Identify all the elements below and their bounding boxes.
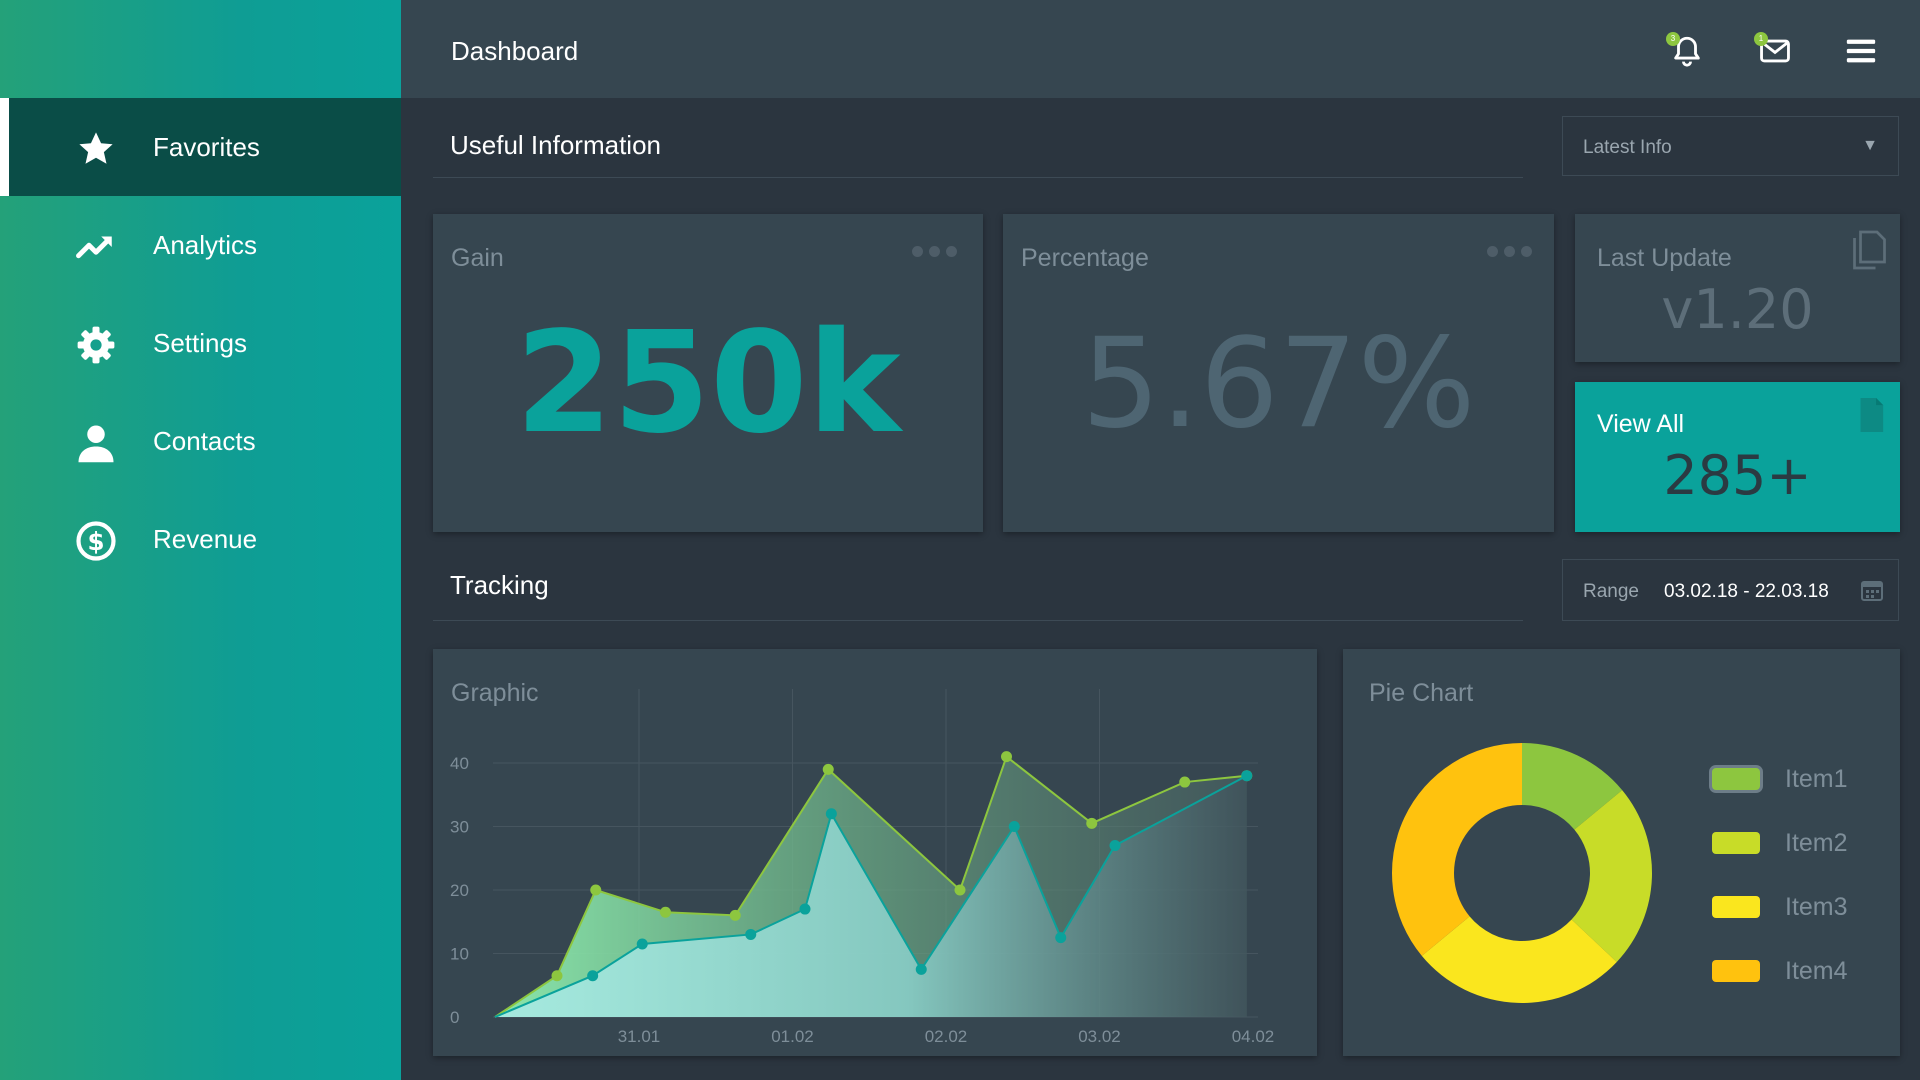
pie-slice bbox=[1571, 790, 1652, 962]
sidebar-item-label: Analytics bbox=[153, 229, 258, 260]
mail-icon[interactable] bbox=[1758, 34, 1792, 68]
y-tick-label: 0 bbox=[450, 1008, 459, 1027]
y-tick-label: 40 bbox=[450, 754, 469, 773]
data-point bbox=[822, 763, 834, 775]
page-title: Dashboard bbox=[451, 36, 579, 66]
data-point bbox=[745, 928, 757, 940]
data-point bbox=[551, 970, 563, 982]
view-all-value: 285+ bbox=[1663, 444, 1812, 507]
gain-card: Gain 250k bbox=[433, 214, 983, 532]
top-bar: Dashboard 3 1 bbox=[401, 0, 1920, 98]
gear-icon bbox=[77, 326, 115, 364]
y-tick-label: 20 bbox=[450, 881, 469, 900]
sidebar-item-label: Settings bbox=[153, 327, 247, 358]
trending-up-icon bbox=[76, 236, 112, 259]
sidebar-item-revenue[interactable]: $ Revenue bbox=[0, 490, 401, 588]
data-point bbox=[590, 884, 602, 896]
data-point bbox=[825, 808, 837, 820]
bell-icon[interactable] bbox=[1670, 34, 1704, 68]
x-tick-label: 01.02 bbox=[771, 1027, 814, 1046]
graphic-card-title: Graphic bbox=[451, 679, 539, 707]
info-select-value: Latest Info bbox=[1583, 137, 1672, 158]
data-point bbox=[915, 963, 927, 975]
x-tick-label: 31.01 bbox=[618, 1027, 661, 1046]
data-point bbox=[587, 970, 599, 982]
x-tick-label: 04.02 bbox=[1232, 1027, 1275, 1046]
legend-swatch bbox=[1712, 960, 1760, 982]
pie-slice bbox=[1421, 916, 1617, 1003]
data-point bbox=[636, 938, 648, 950]
data-point bbox=[729, 909, 741, 921]
notification-badge: 3 bbox=[1666, 32, 1680, 46]
y-tick-label: 30 bbox=[450, 818, 469, 837]
data-point bbox=[1241, 770, 1253, 782]
pie-slice bbox=[1522, 743, 1623, 830]
section-title-tracking: Tracking bbox=[450, 570, 549, 600]
data-point bbox=[1109, 840, 1121, 852]
gain-card-title: Gain bbox=[451, 244, 504, 272]
star-icon bbox=[79, 132, 113, 164]
svg-text:$: $ bbox=[87, 527, 104, 556]
area-chart: 0 10 20 30 40 31.01 01.02 02.02 03.02 04.02 bbox=[450, 689, 1275, 1046]
data-point bbox=[954, 884, 966, 896]
series-area bbox=[495, 775, 1247, 1017]
pie-slice bbox=[1392, 743, 1522, 956]
legend-label: Item4 bbox=[1785, 957, 1848, 985]
sidebar-item-label: Revenue bbox=[153, 523, 258, 554]
message-badge: 1 bbox=[1754, 32, 1768, 46]
legend-swatch bbox=[1712, 832, 1760, 854]
gain-value: 250k bbox=[515, 302, 901, 465]
date-range-picker[interactable]: Range 03.02.18 - 22.03.18 bbox=[1562, 559, 1899, 621]
last-update-title: Last Update bbox=[1597, 244, 1732, 272]
graphic-card: Graphic 0 10 20 30 40 31.01 01.02 02.02 03.02 04.… bbox=[433, 649, 1317, 1056]
percentage-card-title: Percentage bbox=[1021, 244, 1149, 272]
document-icon bbox=[1853, 230, 1886, 270]
sidebar-item-analytics[interactable]: Analytics bbox=[0, 196, 401, 294]
legend-swatch bbox=[1712, 768, 1760, 790]
section-divider bbox=[433, 620, 1523, 621]
last-update-value: v1.20 bbox=[1661, 278, 1814, 341]
percentage-card: Percentage 5.67% bbox=[1003, 214, 1554, 532]
legend-swatch bbox=[1712, 896, 1760, 918]
sidebar-item-settings[interactable]: Settings bbox=[0, 294, 401, 392]
y-tick-label: 10 bbox=[450, 945, 469, 964]
legend-label: Item1 bbox=[1785, 765, 1848, 793]
section-title-useful-information: Useful Information bbox=[450, 130, 661, 160]
section-divider bbox=[433, 177, 1523, 178]
range-value: 03.02.18 - 22.03.18 bbox=[1664, 581, 1829, 602]
more-options-icon[interactable] bbox=[1487, 246, 1532, 257]
sidebar-item-favorites[interactable]: Favorites bbox=[0, 98, 401, 196]
dollar-circle-icon: $ bbox=[76, 521, 116, 561]
sidebar-item-label: Contacts bbox=[153, 425, 256, 456]
range-label: Range bbox=[1583, 581, 1639, 602]
pie-chart-title: Pie Chart bbox=[1369, 679, 1474, 707]
x-tick-label: 02.02 bbox=[925, 1027, 968, 1046]
user-icon bbox=[78, 425, 114, 463]
legend-label: Item3 bbox=[1785, 893, 1848, 921]
percentage-value: 5.67% bbox=[1081, 312, 1476, 456]
sidebar-brand-band bbox=[0, 0, 401, 98]
view-all-card[interactable]: View All 285+ bbox=[1575, 382, 1900, 532]
data-point bbox=[799, 903, 811, 915]
data-point bbox=[1008, 821, 1020, 832]
file-icon bbox=[1860, 398, 1884, 432]
chevron-down-icon: ▼ bbox=[1862, 137, 1878, 154]
x-tick-label: 03.02 bbox=[1078, 1027, 1121, 1046]
sidebar-item-contacts[interactable]: Contacts bbox=[0, 392, 401, 490]
info-select[interactable]: Latest Info ▼ bbox=[1562, 116, 1899, 176]
data-point bbox=[1086, 817, 1098, 829]
data-point bbox=[1179, 776, 1191, 788]
view-all-title: View All bbox=[1597, 410, 1685, 438]
more-options-icon[interactable] bbox=[912, 246, 957, 257]
sidebar: Favorites Analytics Settings bbox=[0, 0, 401, 1080]
menu-icon[interactable] bbox=[1844, 34, 1878, 68]
data-point bbox=[1001, 751, 1012, 763]
data-point bbox=[1055, 932, 1067, 944]
donut-chart bbox=[1392, 743, 1652, 1003]
last-update-card: Last Update v1.20 bbox=[1575, 214, 1900, 362]
data-point bbox=[660, 906, 671, 918]
calendar-icon[interactable] bbox=[1860, 578, 1884, 602]
legend-label: Item2 bbox=[1785, 829, 1848, 857]
sidebar-item-label: Favorites bbox=[153, 131, 260, 162]
